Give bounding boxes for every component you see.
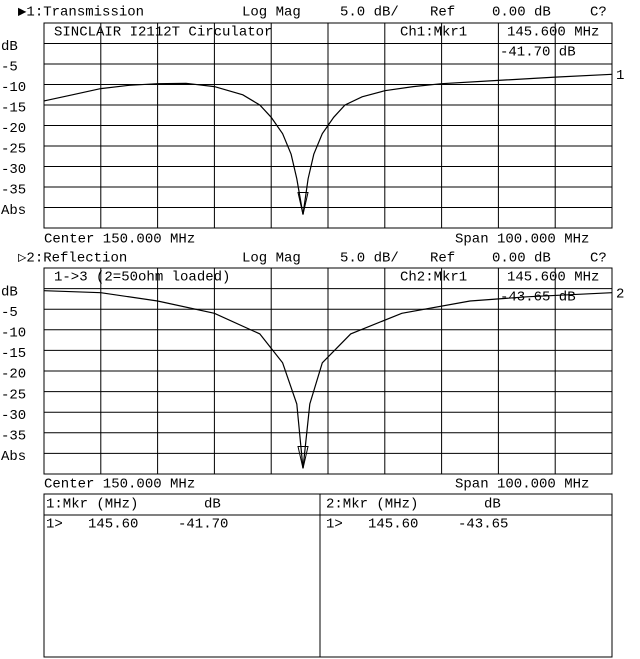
span-freq: Span 100.000 MHz bbox=[455, 232, 589, 248]
y-tick-label: -10 bbox=[1, 80, 26, 96]
y-tick-label: -5 bbox=[1, 60, 18, 76]
y-tick-label: -25 bbox=[1, 387, 26, 403]
trace-title: SINCLAIR I2112T Circulator bbox=[54, 25, 272, 41]
table-frame bbox=[43, 493, 613, 658]
table-cell: 1> bbox=[326, 517, 343, 533]
marker-name: Ch1:Mkr1 bbox=[400, 25, 467, 41]
center-freq: Center 150.000 MHz bbox=[44, 477, 195, 493]
trace-end-label: 1 bbox=[616, 68, 624, 84]
format: Log Mag bbox=[242, 251, 301, 267]
span-freq: Span 100.000 MHz bbox=[455, 477, 589, 493]
y-tick-label: Abs bbox=[1, 203, 26, 219]
scale: 5.0 dB/ bbox=[340, 251, 399, 267]
table-cell: 145.60 bbox=[88, 517, 138, 533]
center-freq: Center 150.000 MHz bbox=[44, 232, 195, 248]
table-header: dB bbox=[204, 497, 221, 513]
y-tick-label: dB bbox=[1, 39, 18, 55]
marker-name: Ch2:Mkr1 bbox=[400, 270, 467, 286]
table-cell: -41.70 bbox=[178, 517, 228, 533]
trace-end-label: 2 bbox=[616, 286, 624, 302]
marker-freq: 145.600 MHz bbox=[507, 25, 599, 41]
trace bbox=[43, 73, 613, 215]
y-tick-label: -25 bbox=[1, 142, 26, 158]
channel-header: ▷2:Reflection bbox=[18, 251, 127, 267]
y-tick-label: -35 bbox=[1, 429, 26, 445]
ref-label: Ref bbox=[430, 251, 455, 267]
y-tick-label: -20 bbox=[1, 121, 26, 137]
table-cell: 1> bbox=[46, 517, 63, 533]
ref-label: Ref bbox=[430, 5, 455, 21]
table-header: 2:Mkr (MHz) bbox=[326, 497, 418, 513]
table-header: dB bbox=[484, 497, 501, 513]
y-tick-label: -35 bbox=[1, 183, 26, 199]
channel-header: ▶1:Transmission bbox=[18, 5, 144, 21]
ref-value: 0.00 dB bbox=[492, 5, 551, 21]
table-cell: 145.60 bbox=[368, 517, 418, 533]
y-tick-label: dB bbox=[1, 284, 18, 300]
status: C? bbox=[590, 251, 607, 267]
table-header: 1:Mkr (MHz) bbox=[46, 497, 138, 513]
trace-title: 1->3 (2=50ohm loaded) bbox=[54, 270, 230, 286]
y-tick-label: -15 bbox=[1, 346, 26, 362]
y-tick-label: -30 bbox=[1, 162, 26, 178]
y-tick-label: -5 bbox=[1, 305, 18, 321]
table-cell: -43.65 bbox=[458, 517, 508, 533]
marker bbox=[297, 191, 309, 215]
y-tick-label: -10 bbox=[1, 326, 26, 342]
marker-level: -43.65 dB bbox=[500, 290, 576, 306]
y-tick-label: Abs bbox=[1, 449, 26, 465]
status: C? bbox=[590, 5, 607, 21]
scale: 5.0 dB/ bbox=[340, 5, 399, 21]
marker bbox=[297, 445, 309, 469]
ref-value: 0.00 dB bbox=[492, 251, 551, 267]
y-tick-label: -20 bbox=[1, 367, 26, 383]
marker-freq: 145.600 MHz bbox=[507, 270, 599, 286]
format: Log Mag bbox=[242, 5, 301, 21]
y-tick-label: -30 bbox=[1, 408, 26, 424]
marker-level: -41.70 dB bbox=[500, 45, 576, 61]
y-tick-label: -15 bbox=[1, 101, 26, 117]
